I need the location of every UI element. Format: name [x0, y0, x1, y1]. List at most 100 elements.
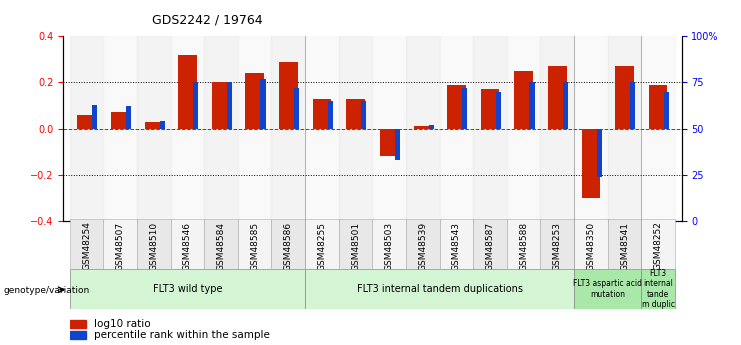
Text: FLT3 wild type: FLT3 wild type — [153, 284, 222, 294]
Text: GSM48584: GSM48584 — [216, 221, 225, 270]
Bar — [439, 219, 473, 269]
Bar — [473, 36, 507, 221]
Bar — [339, 36, 372, 221]
Bar — [428, 125, 433, 128]
Bar — [514, 71, 533, 128]
Bar — [70, 269, 305, 309]
Text: GSM48255: GSM48255 — [317, 221, 327, 270]
Bar — [362, 101, 366, 128]
Text: GSM48588: GSM48588 — [519, 221, 528, 271]
Bar — [649, 85, 668, 128]
Text: GSM48587: GSM48587 — [485, 221, 494, 271]
Bar — [507, 36, 540, 221]
Text: GSM48510: GSM48510 — [149, 221, 159, 271]
Text: GSM48539: GSM48539 — [418, 221, 428, 271]
Bar — [70, 36, 103, 221]
Bar — [126, 106, 131, 128]
Bar — [582, 128, 600, 198]
Bar — [93, 105, 97, 128]
Bar — [473, 219, 507, 269]
Bar — [664, 91, 669, 128]
Text: percentile rank within the sample: percentile rank within the sample — [93, 330, 270, 340]
Text: GSM48350: GSM48350 — [586, 221, 596, 271]
Bar — [178, 55, 196, 128]
Bar — [530, 82, 534, 128]
Bar — [271, 36, 305, 221]
Bar — [144, 121, 163, 128]
Bar — [462, 88, 468, 128]
Text: FLT3 internal tandem duplications: FLT3 internal tandem duplications — [356, 284, 522, 294]
Text: GSM48543: GSM48543 — [452, 221, 461, 270]
Text: GSM48503: GSM48503 — [385, 221, 393, 271]
Text: GSM48585: GSM48585 — [250, 221, 259, 271]
Bar — [615, 66, 634, 128]
Bar — [305, 36, 339, 221]
Bar — [372, 219, 406, 269]
Bar — [540, 219, 574, 269]
Bar — [170, 219, 205, 269]
Bar — [574, 36, 608, 221]
Bar — [631, 82, 635, 128]
Bar — [205, 36, 238, 221]
Bar — [77, 115, 96, 128]
Text: GSM48541: GSM48541 — [620, 221, 629, 270]
Bar — [170, 36, 205, 221]
Text: FLT3 aspartic acid
mutation: FLT3 aspartic acid mutation — [574, 279, 642, 299]
Bar — [413, 126, 432, 128]
Bar — [260, 79, 265, 128]
Bar — [70, 219, 103, 269]
Bar — [574, 219, 608, 269]
Bar — [406, 219, 439, 269]
Bar — [507, 219, 540, 269]
Bar — [608, 219, 642, 269]
Bar — [103, 36, 137, 221]
Text: GSM48253: GSM48253 — [553, 221, 562, 270]
Bar — [395, 128, 400, 160]
Bar — [279, 62, 298, 128]
Bar — [70, 331, 86, 339]
Bar — [642, 219, 675, 269]
Bar — [548, 66, 567, 128]
Text: GSM48546: GSM48546 — [183, 221, 192, 270]
Bar — [481, 89, 499, 128]
Text: GSM48507: GSM48507 — [116, 221, 124, 271]
Text: GSM48254: GSM48254 — [82, 221, 91, 270]
Bar — [305, 219, 339, 269]
Text: GSM48501: GSM48501 — [351, 221, 360, 271]
Bar — [496, 91, 501, 128]
Bar — [380, 128, 399, 156]
Bar — [313, 99, 331, 128]
Bar — [205, 219, 238, 269]
Bar — [159, 121, 165, 128]
Bar — [608, 36, 642, 221]
Bar — [238, 219, 271, 269]
Bar — [439, 36, 473, 221]
Text: GSM48252: GSM48252 — [654, 221, 662, 270]
Bar — [372, 36, 406, 221]
Bar — [111, 112, 130, 128]
Bar — [193, 82, 199, 128]
Bar — [642, 269, 675, 309]
Bar — [245, 73, 264, 128]
Bar — [574, 269, 642, 309]
Bar — [346, 99, 365, 128]
Text: FLT3
internal
tande
m duplic: FLT3 internal tande m duplic — [642, 269, 675, 309]
Bar — [70, 320, 86, 328]
Bar — [597, 128, 602, 177]
Bar — [238, 36, 271, 221]
Bar — [642, 36, 675, 221]
Bar — [227, 82, 232, 128]
Text: GDS2242 / 19764: GDS2242 / 19764 — [152, 14, 262, 27]
Bar — [563, 82, 568, 128]
Text: genotype/variation: genotype/variation — [4, 286, 90, 295]
Bar — [294, 88, 299, 128]
Bar — [137, 36, 170, 221]
Bar — [540, 36, 574, 221]
Text: log10 ratio: log10 ratio — [93, 319, 150, 329]
Bar — [103, 219, 137, 269]
Bar — [328, 101, 333, 128]
Bar — [137, 219, 170, 269]
Bar — [271, 219, 305, 269]
Bar — [406, 36, 439, 221]
Bar — [447, 85, 465, 128]
